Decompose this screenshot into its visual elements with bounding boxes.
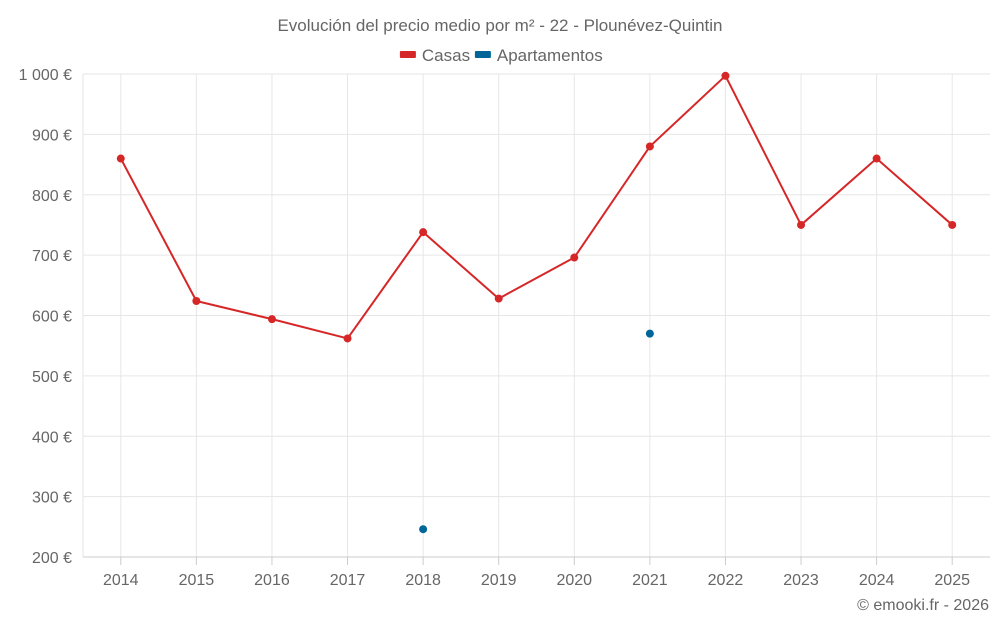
data-point[interactable] [419, 525, 428, 534]
data-point[interactable] [872, 154, 881, 163]
y-tick-label: 200 € [32, 550, 72, 567]
x-tick-label: 2020 [556, 572, 592, 589]
y-tick-label: 500 € [32, 369, 72, 386]
x-tick-label: 2023 [783, 572, 819, 589]
y-tick-label: 600 € [32, 309, 72, 326]
data-point[interactable] [192, 297, 201, 306]
data-point[interactable] [494, 294, 503, 303]
x-axis: 2014 2015 2016 2017 2018 2019 2020 2021 2022 2023… [83, 556, 990, 589]
data-point[interactable] [645, 142, 654, 151]
legend[interactable]: Casas Apartamentos [399, 46, 603, 65]
y-axis: 200 € 300 € 400 € 500 € 600 € 700 € 800 € 900 €… [19, 67, 72, 567]
legend-item-casas[interactable]: Casas [399, 46, 470, 65]
x-tick-label: 2025 [934, 572, 970, 589]
legend-swatch [474, 51, 491, 58]
legend-swatch [399, 51, 416, 58]
legend-item-apartamentos[interactable]: Apartamentos [474, 46, 603, 65]
data-point[interactable] [267, 315, 276, 324]
x-tick-label: 2021 [632, 572, 668, 589]
x-tick-label: 2024 [859, 572, 895, 589]
data-point[interactable] [645, 329, 654, 338]
data-point[interactable] [343, 334, 352, 343]
series-apartamentos [419, 329, 654, 534]
y-tick-label: 1 000 € [19, 67, 72, 84]
x-tick-label: 2016 [254, 572, 290, 589]
data-point[interactable] [797, 220, 806, 229]
data-point[interactable] [570, 253, 579, 262]
grid [82, 73, 990, 558]
y-tick-label: 700 € [32, 248, 72, 265]
series-casas [116, 71, 957, 343]
data-point[interactable] [116, 154, 125, 163]
x-tick-label: 2017 [330, 572, 366, 589]
x-tick-label: 2018 [405, 572, 441, 589]
x-tick-label: 2022 [708, 572, 744, 589]
data-point[interactable] [721, 71, 730, 80]
x-tick-label: 2014 [103, 572, 139, 589]
chart-title: Evolución del precio medio por m² - 22 -… [277, 16, 722, 35]
y-tick-label: 300 € [32, 490, 72, 507]
series-layer [116, 71, 957, 534]
legend-label: Apartamentos [497, 46, 603, 65]
data-point[interactable] [948, 220, 957, 229]
y-tick-label: 800 € [32, 188, 72, 205]
x-tick-label: 2015 [179, 572, 215, 589]
y-tick-label: 900 € [32, 127, 72, 144]
series-line [119, 74, 953, 340]
legend-label: Casas [422, 46, 470, 65]
credit-text: © emooki.fr - 2026 [857, 597, 989, 614]
y-tick-label: 400 € [32, 429, 72, 446]
data-point[interactable] [419, 228, 428, 237]
x-tick-label: 2019 [481, 572, 517, 589]
